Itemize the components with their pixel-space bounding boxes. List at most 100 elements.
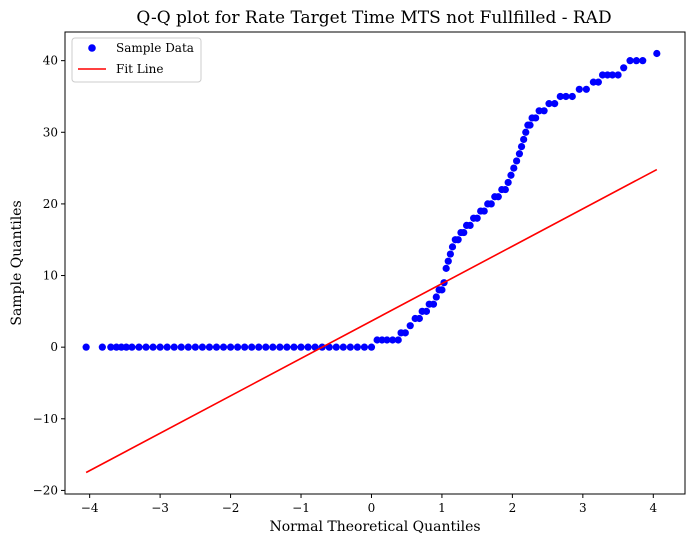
- sample-data-point: [378, 336, 386, 344]
- sample-data-point: [535, 107, 543, 115]
- sample-data-point: [117, 343, 125, 351]
- sample-data-point: [262, 343, 270, 351]
- sample-data-point: [241, 343, 249, 351]
- sample-data-point: [620, 64, 628, 72]
- plot-marks: [82, 49, 661, 474]
- sample-data-point: [149, 343, 157, 351]
- sample-data-point: [415, 314, 423, 323]
- sample-data-point: [269, 343, 277, 351]
- x-tick-label: −4: [81, 501, 99, 515]
- fit-line: [85, 168, 658, 474]
- x-tick-label: −1: [292, 501, 310, 515]
- sample-data-point: [594, 78, 602, 86]
- sample-data-point: [507, 171, 515, 179]
- sample-data-point: [383, 336, 391, 344]
- sample-data-point: [389, 336, 397, 344]
- x-tick-label: 1: [438, 501, 446, 515]
- sample-data-point: [429, 300, 438, 308]
- sample-data-point: [494, 193, 502, 201]
- sample-data-point: [432, 293, 440, 301]
- sample-data-point: [608, 71, 617, 79]
- sample-data-point: [517, 143, 526, 151]
- sample-data-point: [367, 343, 376, 351]
- x-tick-label: 2: [509, 501, 517, 515]
- sample-data-point: [653, 49, 661, 58]
- sample-data-point: [510, 164, 518, 172]
- sample-data-point: [545, 100, 553, 108]
- sample-data-point: [163, 343, 171, 351]
- sample-data-point: [360, 343, 369, 351]
- sample-data-point: [480, 207, 488, 215]
- sample-data-point: [191, 343, 199, 351]
- sample-data-point: [107, 343, 115, 351]
- sample-data-point: [522, 128, 530, 136]
- chart-title: Q-Q plot for Rate Target Time MTS not Fu…: [136, 8, 611, 28]
- legend-sample-data-marker: [88, 44, 96, 52]
- x-tick-label: 3: [579, 501, 587, 515]
- sample-data-point: [460, 228, 468, 237]
- sample-data-point: [614, 71, 622, 79]
- x-tick-label: −3: [151, 501, 169, 515]
- sample-data-point: [82, 343, 90, 351]
- sample-data-point: [442, 264, 450, 272]
- sample-data-point: [325, 343, 333, 351]
- y-axis-ticks: −20 −10 0 10 20 30 40: [33, 54, 65, 497]
- sample-data-point: [234, 343, 242, 351]
- sample-data-point: [504, 178, 512, 187]
- sample-data-point: [339, 343, 347, 351]
- sample-data-point: [156, 343, 164, 351]
- sample-data-point: [639, 57, 647, 65]
- sample-data-point: [582, 85, 590, 93]
- sample-data-point: [332, 343, 340, 351]
- x-axis-label: Normal Theoretical Quantiles: [269, 519, 480, 535]
- sample-data-point: [198, 343, 206, 351]
- plot-frame: [64, 31, 686, 495]
- sample-data-point: [444, 257, 452, 265]
- sample-data-point: [556, 92, 564, 101]
- sample-data-point: [603, 71, 612, 79]
- sample-data-point: [373, 336, 381, 344]
- sample-data-point: [212, 343, 221, 351]
- sample-data-point: [513, 157, 521, 165]
- sample-data-point: [394, 336, 402, 344]
- y-tick-label: −20: [33, 483, 58, 497]
- sample-data-point: [290, 343, 298, 351]
- sample-data-point: [562, 92, 570, 101]
- sample-data-point: [626, 57, 634, 65]
- legend-fit-line-label: Fit Line: [116, 62, 163, 76]
- y-tick-label: 0: [50, 340, 58, 354]
- sample-data-point: [406, 322, 414, 330]
- x-tick-label: −2: [222, 501, 240, 515]
- sample-data-point: [401, 329, 409, 337]
- sample-data-point: [466, 221, 474, 229]
- sample-data-point: [177, 343, 185, 351]
- sample-data-point: [219, 343, 228, 351]
- sample-data-point: [540, 107, 548, 115]
- sample-data-point: [551, 100, 559, 108]
- x-tick-label: 4: [649, 501, 657, 515]
- sample-data-point: [515, 150, 524, 158]
- sample-data-point: [438, 286, 446, 294]
- sample-data-point: [568, 92, 576, 101]
- sample-data-point: [446, 250, 454, 258]
- legend-sample-data-label: Sample Data: [116, 41, 194, 55]
- sample-data-point: [346, 343, 354, 351]
- x-axis-ticks: −4 −3 −2 −1 0 1 2 3 4: [81, 494, 657, 515]
- y-tick-label: 20: [43, 197, 58, 211]
- x-tick-label: 0: [368, 501, 376, 515]
- sample-data-point: [575, 85, 583, 93]
- sample-data-point: [454, 236, 462, 244]
- sample-data-point: [135, 343, 143, 351]
- sample-data-point: [226, 343, 235, 351]
- sample-data-point: [205, 343, 214, 351]
- sample-data-point: [487, 200, 495, 208]
- sample-data-point: [283, 343, 291, 351]
- sample-data-point: [248, 343, 256, 351]
- sample-data-point: [632, 57, 640, 65]
- sample-data-point: [311, 343, 319, 351]
- sample-data-point: [276, 343, 284, 351]
- sample-data-point: [122, 343, 130, 351]
- sample-data-point: [142, 343, 150, 351]
- sample-data-point: [589, 78, 598, 86]
